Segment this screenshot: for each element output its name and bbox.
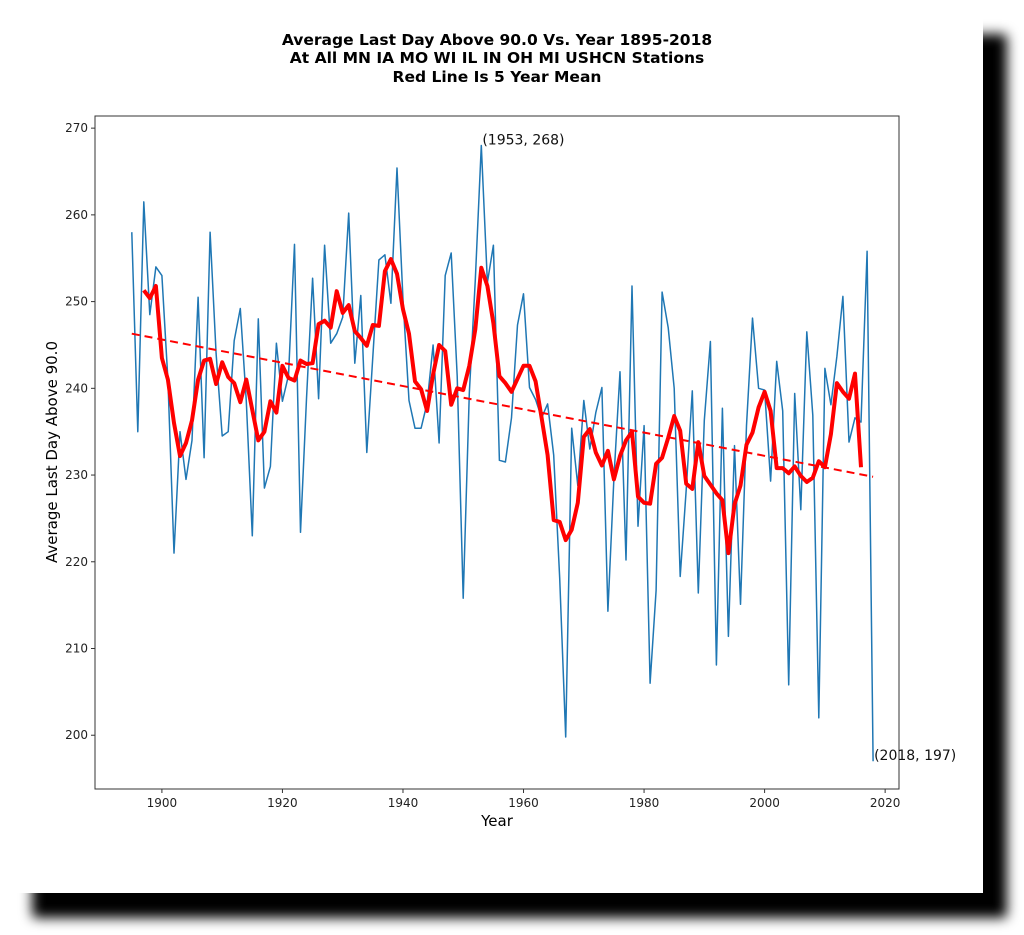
y-tick-label: 220 xyxy=(65,555,88,569)
y-tick-label: 230 xyxy=(65,468,88,482)
y-tick-label: 270 xyxy=(65,121,88,135)
trend-line xyxy=(131,332,874,478)
x-tick-label: 1940 xyxy=(388,796,419,810)
y-tick-label: 260 xyxy=(65,208,88,222)
chart-card xyxy=(10,10,983,893)
y-tick-label: 240 xyxy=(65,381,88,395)
x-tick-label: 1920 xyxy=(267,796,298,810)
x-tick-label: 2020 xyxy=(870,796,901,810)
x-tick-label: 1960 xyxy=(508,796,539,810)
chart-title-line-3: Red Line Is 5 Year Mean xyxy=(393,68,602,86)
plot-area xyxy=(131,144,874,762)
y-axis: 200 210 220 230 240 250 260 270 xyxy=(65,121,95,742)
chart-title-line-1: Average Last Day Above 90.0 Vs. Year 189… xyxy=(282,31,712,49)
y-tick-label: 200 xyxy=(65,728,88,742)
series-5yr-mean-line xyxy=(142,257,863,556)
x-tick-label: 1900 xyxy=(147,796,178,810)
annotation-last: (2018, 197) xyxy=(874,748,956,764)
annotation-max: (1953, 268) xyxy=(482,132,564,148)
y-axis-label: Average Last Day Above 90.0 xyxy=(43,341,61,563)
chart-title-line-2: At All MN IA MO WI IL IN OH MI USHCN Sta… xyxy=(290,49,704,67)
x-axis: 1900 1920 1940 1960 1980 2000 2020 xyxy=(147,789,901,810)
x-axis-label: Year xyxy=(480,812,514,830)
y-tick-label: 210 xyxy=(65,642,88,656)
x-tick-label: 1980 xyxy=(629,796,660,810)
plot-frame xyxy=(94,115,900,790)
x-tick-label: 2000 xyxy=(749,796,780,810)
series-annual-line xyxy=(131,144,874,762)
y-tick-label: 250 xyxy=(65,295,88,309)
